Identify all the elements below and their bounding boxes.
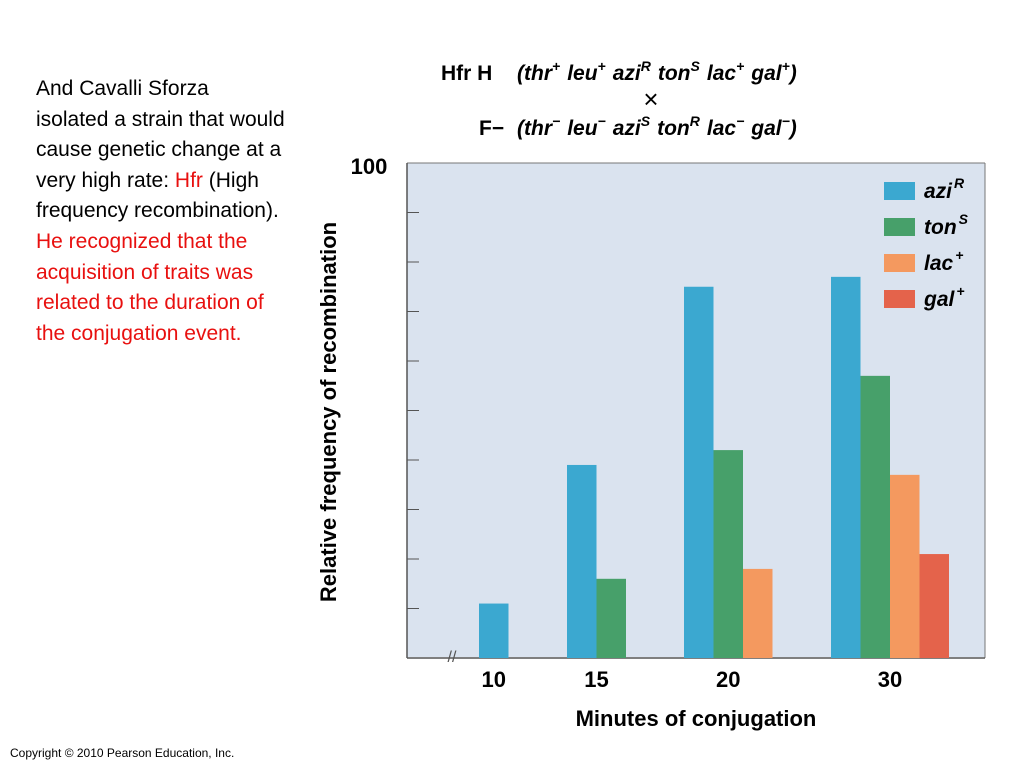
description-text: And Cavalli Sforza isolated a strain tha… bbox=[36, 74, 286, 349]
legend-swatch-gal bbox=[884, 290, 915, 308]
gene-allele: + bbox=[736, 58, 744, 74]
hfr-highlight: Hfr bbox=[174, 168, 203, 192]
bar-ton-20min bbox=[713, 450, 743, 658]
legend-swatch-lac bbox=[884, 254, 915, 272]
f-minus-label: F− bbox=[479, 117, 504, 140]
gene-symbol: azi bbox=[613, 117, 642, 140]
legend-label-ton: ton S bbox=[924, 211, 969, 239]
gene-allele: R bbox=[641, 58, 652, 74]
y-top-label: 100 bbox=[351, 154, 388, 179]
x-axis-label: Minutes of conjugation bbox=[576, 706, 817, 731]
hfr-strain-label: Hfr H bbox=[441, 62, 492, 85]
legend-swatch-azi bbox=[884, 182, 915, 200]
gene-allele: + bbox=[782, 58, 790, 74]
gene-symbol: azi bbox=[613, 62, 642, 85]
copyright-notice: Copyright © 2010 Pearson Education, Inc. bbox=[10, 746, 235, 760]
bar-ton-30min bbox=[860, 375, 890, 658]
bar-gal-30min bbox=[919, 554, 949, 658]
gene-symbol: lac bbox=[707, 117, 737, 140]
gene-allele: + bbox=[552, 58, 560, 74]
bar-lac-30min bbox=[890, 474, 920, 658]
gene-symbol: lac bbox=[707, 62, 737, 85]
cross-header: Hfr H (thr+​leu+​aziR​tonS​lac+​gal+​) ×… bbox=[441, 58, 797, 140]
bar-azi-20min bbox=[684, 286, 714, 658]
gene-symbol: ton bbox=[657, 117, 690, 140]
hfr-genotype: (thr+​leu+​aziR​tonS​lac+​gal+​) bbox=[517, 58, 797, 85]
legend: azi R ton S lac + gal + bbox=[884, 175, 969, 311]
bar-lac-20min bbox=[743, 568, 773, 658]
legend-label-lac: lac + bbox=[924, 247, 963, 275]
x-axis-break-mark: // bbox=[448, 649, 457, 666]
gene-allele: − bbox=[736, 113, 744, 129]
x-tick-labels: 10 15 20 30 bbox=[482, 667, 903, 692]
gene-symbol: thr bbox=[524, 117, 554, 140]
legend-label-azi: azi R bbox=[924, 175, 965, 203]
x-tick-label: 20 bbox=[716, 667, 740, 692]
gene-symbol: thr bbox=[524, 62, 554, 85]
description-highlight: He recognized that the acquisition of tr… bbox=[36, 229, 264, 345]
legend-swatch-ton bbox=[884, 218, 915, 236]
y-ticks bbox=[407, 212, 419, 609]
description-part-2: (High frequency recombination). bbox=[36, 168, 279, 223]
gene-allele: S bbox=[641, 113, 651, 129]
gene-allele: − bbox=[552, 113, 560, 129]
f-minus-genotype: (thr−​leu−​aziS​tonR​lac−​gal−​) bbox=[517, 113, 797, 140]
bar-azi-15min bbox=[567, 464, 597, 658]
bar-ton-15min bbox=[596, 578, 626, 658]
gene-allele: − bbox=[598, 113, 606, 129]
gene-allele: R bbox=[690, 113, 701, 129]
gene-allele: + bbox=[598, 58, 606, 74]
gene-allele: − bbox=[782, 113, 790, 129]
y-axis-label: Relative frequency of recombination bbox=[316, 222, 341, 602]
gene-allele: S bbox=[691, 58, 701, 74]
x-tick-label: 10 bbox=[482, 667, 506, 692]
bar-azi-30min bbox=[831, 276, 861, 658]
gene-symbol: gal bbox=[750, 62, 783, 85]
legend-label-gal: gal + bbox=[923, 283, 965, 311]
bar-azi-10min bbox=[479, 603, 509, 658]
gene-symbol: gal bbox=[750, 117, 783, 140]
cross-symbol: × bbox=[643, 84, 658, 114]
x-tick-label: 30 bbox=[878, 667, 902, 692]
x-tick-label: 15 bbox=[584, 667, 608, 692]
gene-symbol: leu bbox=[567, 117, 598, 140]
gene-symbol: ton bbox=[658, 62, 691, 85]
description-part-1: And Cavalli Sforza isolated a strain tha… bbox=[36, 77, 285, 192]
gene-symbol: leu bbox=[567, 62, 598, 85]
bars bbox=[479, 276, 949, 658]
